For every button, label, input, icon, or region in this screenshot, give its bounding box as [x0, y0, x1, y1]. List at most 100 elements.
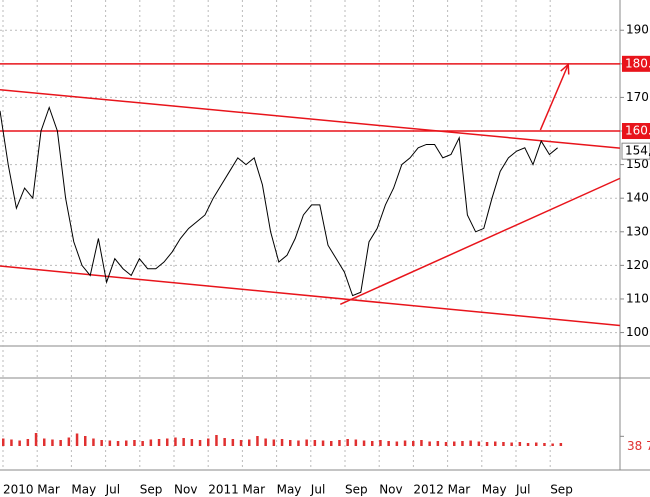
- volume-bar: [133, 440, 136, 446]
- volume-bar: [461, 441, 464, 446]
- volume-bar: [10, 439, 13, 446]
- volume-bar: [26, 439, 30, 446]
- volume-bar: [157, 439, 161, 446]
- level-label: 180.: [625, 56, 650, 70]
- trend-line: [0, 88, 620, 149]
- volume-bar: [362, 440, 366, 446]
- volume-bar: [403, 440, 407, 446]
- y-tick-label: 100: [626, 325, 649, 339]
- x-tick-label: May: [482, 483, 507, 497]
- volume-bar: [526, 443, 530, 446]
- volume-tick-label: 38 7: [627, 439, 650, 453]
- last-price-label: 154,: [625, 144, 650, 158]
- x-tick-label: Sep: [140, 483, 163, 497]
- volume-bar: [321, 440, 325, 446]
- volume-bar: [444, 442, 448, 446]
- volume-bar: [518, 442, 522, 446]
- volume-bar: [371, 441, 374, 446]
- volume-bar: [412, 441, 415, 446]
- x-tick-label: 2010: [3, 483, 34, 497]
- volume-bar: [543, 443, 546, 446]
- volume-bar: [272, 439, 276, 446]
- x-tick-label: Mar: [37, 483, 60, 497]
- volume-bar: [354, 439, 358, 446]
- level-label: 160.: [625, 124, 650, 138]
- volume-bar: [108, 440, 112, 446]
- volume-bar: [387, 441, 390, 446]
- x-tick-label: 2012: [413, 483, 444, 497]
- volume-bar: [379, 440, 382, 446]
- volume-bar: [166, 438, 169, 446]
- arrow-head: [560, 62, 570, 75]
- volume-bar: [67, 437, 71, 446]
- volume-bar: [551, 443, 554, 446]
- volume-bar: [182, 438, 185, 446]
- level-label-box: [622, 55, 650, 72]
- x-tick-label: Nov: [174, 483, 197, 497]
- volume-bar: [223, 438, 226, 446]
- volume-bar: [469, 440, 472, 446]
- volume-bar: [264, 438, 267, 446]
- last-price-box: [621, 142, 650, 160]
- volume-bar: [453, 441, 456, 446]
- volume-bar: [256, 436, 259, 446]
- volume-bar: [84, 436, 87, 446]
- volume-bar: [305, 439, 308, 446]
- x-tick-label: May: [71, 483, 96, 497]
- volume-bar: [330, 441, 333, 446]
- x-tick-label: Jul: [105, 483, 120, 497]
- y-tick-label: 120: [626, 258, 649, 272]
- x-tick-label: Mar: [242, 483, 265, 497]
- y-tick-label: 190: [626, 23, 649, 37]
- volume-bar: [100, 440, 103, 446]
- volume-bar: [207, 438, 210, 446]
- volume-bar: [502, 442, 505, 446]
- y-tick-label: 130: [626, 224, 649, 238]
- volume-bar: [125, 440, 128, 446]
- x-tick-label: 2011: [208, 483, 239, 497]
- trend-line: [0, 265, 620, 327]
- volume-bar: [494, 441, 497, 446]
- volume-bar: [559, 443, 563, 446]
- volume-bar: [2, 438, 5, 446]
- volume-bar: [510, 442, 513, 446]
- y-tick-label: 110: [626, 291, 649, 305]
- price-line: [0, 105, 558, 297]
- volume-bar: [190, 439, 194, 446]
- volume-bar: [428, 441, 431, 446]
- y-tick-label: 170: [626, 90, 649, 104]
- volume-bar: [313, 440, 317, 446]
- x-tick-label: Nov: [379, 483, 402, 497]
- volume-bar: [436, 441, 440, 446]
- volume-bar: [297, 440, 300, 446]
- trend-line: [339, 177, 621, 306]
- volume-bar: [215, 435, 218, 446]
- x-tick-label: Sep: [550, 483, 573, 497]
- volume-bar: [280, 439, 284, 446]
- volume-bar: [149, 439, 153, 446]
- volume-bar: [92, 438, 95, 446]
- trend-line: [539, 64, 569, 131]
- volume-bar: [198, 440, 202, 446]
- volume-bar: [420, 440, 423, 446]
- volume-bar: [346, 439, 349, 446]
- volume-bar: [18, 440, 21, 446]
- volume-bar: [485, 442, 489, 446]
- y-tick-label: 140: [626, 191, 649, 205]
- y-tick-label: 150: [626, 157, 649, 171]
- x-tick-label: Sep: [345, 483, 368, 497]
- volume-bar: [51, 439, 54, 446]
- volume-bar: [116, 441, 120, 446]
- level-label-box: [622, 123, 650, 140]
- volume-bar: [248, 439, 251, 446]
- volume-bar: [174, 437, 177, 446]
- volume-bar: [43, 438, 46, 446]
- x-tick-label: Jul: [310, 483, 325, 497]
- volume-bar: [75, 433, 79, 446]
- volume-bar: [59, 440, 62, 446]
- volume-bar: [34, 433, 38, 446]
- volume-bar: [477, 441, 481, 446]
- x-tick-label: Mar: [448, 483, 471, 497]
